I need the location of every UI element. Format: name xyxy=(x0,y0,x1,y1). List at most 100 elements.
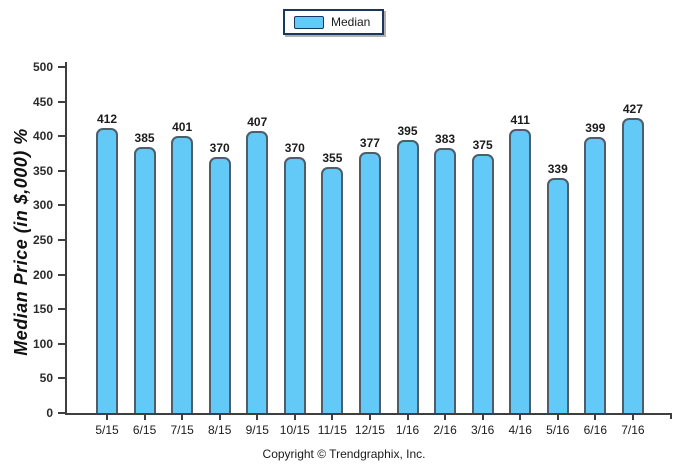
y-tick-mark xyxy=(58,100,65,103)
bar-slot: 412 5/15 xyxy=(95,67,118,437)
x-tick-mark xyxy=(631,415,634,420)
bar-slot: 375 3/16 xyxy=(471,67,494,438)
bar-value-label: 411 xyxy=(510,112,530,127)
bar: 427 xyxy=(621,102,644,413)
bar: 370 xyxy=(283,141,306,413)
bar-value-label: 407 xyxy=(247,115,268,130)
y-tick-label: 100 xyxy=(32,336,53,351)
bar: 377 xyxy=(358,136,381,413)
bar: 412 xyxy=(96,112,118,413)
bar-slot: 377 12/15 xyxy=(355,67,385,437)
y-tick-label: 250 xyxy=(32,233,53,247)
copyright-text: Copyright © Trendgraphix, Inc. xyxy=(262,447,426,461)
x-tick-mark xyxy=(481,415,484,420)
bar: 395 xyxy=(396,124,419,413)
x-tick-label: 8/15 xyxy=(208,423,232,437)
bar-value-label: 370 xyxy=(209,140,230,155)
y-tick-label: 50 xyxy=(39,371,53,386)
y-tick-label: 400 xyxy=(32,129,53,144)
y-tick-mark xyxy=(58,135,65,138)
x-tick-mark xyxy=(331,415,334,420)
x-axis-end-tick xyxy=(670,413,672,419)
x-tick-label: 11/15 xyxy=(317,423,347,437)
y-tick-mark xyxy=(58,273,65,276)
bar: 339 xyxy=(546,162,569,413)
x-tick-label: 12/15 xyxy=(354,423,385,437)
x-tick-label: 4/16 xyxy=(508,423,532,437)
bar-slot: 395 1/16 xyxy=(396,67,419,437)
x-tick-mark xyxy=(594,415,597,420)
y-tick-label: 350 xyxy=(32,163,53,178)
y-tick-mark xyxy=(58,169,65,172)
bar: 355 xyxy=(321,151,344,413)
bar-value-label: 401 xyxy=(172,119,193,134)
x-tick-mark xyxy=(519,415,522,420)
y-tick-label: 0 xyxy=(46,406,53,420)
bar-slot: 399 6/16 xyxy=(584,67,607,437)
x-tick-mark xyxy=(143,415,146,420)
legend: Median xyxy=(283,9,385,35)
bar-slot: 339 5/16 xyxy=(546,67,569,437)
y-tick-mark xyxy=(58,308,65,311)
legend-label: Median xyxy=(331,15,371,29)
bar-value-label: 355 xyxy=(322,151,343,166)
x-tick-mark xyxy=(556,415,559,420)
bar: 385 xyxy=(133,131,156,413)
y-tick-label: 200 xyxy=(32,267,53,282)
x-tick-mark xyxy=(256,415,259,420)
bar-value-label: 370 xyxy=(284,140,305,155)
bar-value-label: 412 xyxy=(96,111,118,126)
x-tick-mark xyxy=(106,415,108,420)
y-tick-mark xyxy=(58,204,65,207)
x-tick-label: 7/16 xyxy=(621,423,645,437)
bar-slot: 383 2/16 xyxy=(433,67,457,437)
x-tick-label: 6/15 xyxy=(132,423,157,437)
bar-slot: 370 8/15 xyxy=(208,67,231,437)
x-tick-mark xyxy=(368,415,371,420)
x-tick-label: 5/16 xyxy=(546,423,570,437)
y-tick-mark xyxy=(58,412,65,414)
x-tick-mark xyxy=(293,415,296,420)
bar-slot: 385 6/15 xyxy=(133,67,156,437)
bar-value-label: 375 xyxy=(472,137,493,152)
x-tick-label: 1/16 xyxy=(395,423,420,437)
bar-slot: 427 7/16 xyxy=(621,67,644,437)
bar: 411 xyxy=(509,113,532,413)
y-tick-label: 150 xyxy=(32,302,53,317)
y-tick-label: 450 xyxy=(32,94,53,109)
x-tick-label: 9/15 xyxy=(245,423,269,437)
bar-value-label: 385 xyxy=(134,130,155,145)
x-tick-label: 2/16 xyxy=(433,423,457,437)
bar: 399 xyxy=(584,121,607,413)
bar-slot: 407 9/15 xyxy=(246,67,269,437)
bars-container: 412 5/15 385 6/15 401 7/15 370 8/15 407 9/15 370 10… xyxy=(67,67,671,438)
y-axis-line xyxy=(65,62,67,413)
x-tick-label: 6/16 xyxy=(583,423,607,437)
y-tick-label: 500 xyxy=(32,60,53,74)
bar: 383 xyxy=(434,132,457,413)
bar-slot: 355 11/15 xyxy=(318,67,347,437)
y-tick-mark xyxy=(58,66,65,68)
x-tick-label: 10/15 xyxy=(279,423,310,437)
bar: 375 xyxy=(471,138,494,413)
x-tick-mark xyxy=(181,415,184,420)
y-tick-label: 300 xyxy=(32,198,53,213)
bar-value-label: 377 xyxy=(359,136,380,151)
bar-value-label: 427 xyxy=(622,101,643,116)
y-tick-mark xyxy=(58,239,65,241)
y-tick-mark xyxy=(58,377,65,380)
y-tick-mark xyxy=(58,342,65,345)
plot-area: 0 50 100 150 200 250 300 350 400 450 500 412 5/15 38… xyxy=(33,60,672,438)
bar: 370 xyxy=(208,141,231,413)
bar-slot: 370 10/15 xyxy=(280,67,310,437)
x-tick-mark xyxy=(218,415,221,420)
x-tick-mark xyxy=(406,415,409,420)
bar-value-label: 339 xyxy=(547,162,568,177)
bar-slot: 411 4/16 xyxy=(509,67,532,437)
x-axis-line xyxy=(65,413,671,415)
x-tick-label: 5/15 xyxy=(95,423,119,437)
bar-slot: 401 7/15 xyxy=(170,67,193,437)
bar: 407 xyxy=(246,115,269,413)
bar-value-label: 383 xyxy=(435,131,456,146)
